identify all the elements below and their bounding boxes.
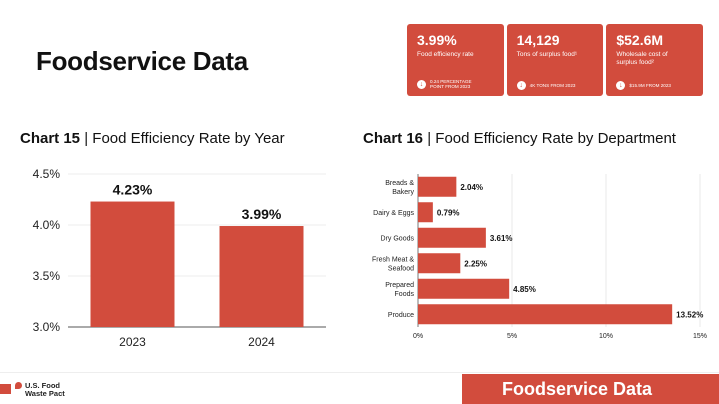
chart16-x-tick-label: 5% [507,333,517,340]
chart16-value-label: 0.79% [437,208,460,217]
chart16-y-tick-label: Fresh Meat & Seafood [372,256,414,272]
chart16-value-label: 2.04% [460,183,483,192]
chart16-y-tick-label-line: Produce [388,312,414,319]
footer-logo-text: U.S. Food Waste Pact [25,382,65,398]
chart16-x-tick-label: 10% [599,333,613,340]
stat-change-text: 4K TONS FROM 2023 [529,82,576,88]
chart15-y-tick-label: 3.0% [33,320,61,334]
chart16-value-label: 13.52% [676,310,703,319]
chart15-value-label: 4.23% [113,182,153,198]
chart16-value-label: 3.61% [490,234,513,243]
chart15-x-tick-label: 2023 [119,335,146,349]
logo-line-2: Waste Pact [25,389,65,398]
footer-banner: Foodservice Data [462,374,719,404]
chart15-x-tick-label: 2024 [248,335,275,349]
stat-card-wholesale-cost: $52.6M Wholesale cost of surplus food² ↓… [606,24,704,96]
chart16-y-tick-label-line: Bakery [392,189,414,196]
chart16-y-tick-label-line: Prepared [385,282,414,289]
chart15-bar [219,226,304,327]
stat-change: ↓ 0.24 PERCENTAGE POINT FROM 2023 [417,79,482,90]
chart15-name: Food Efficiency Rate by Year [92,130,285,147]
chart16-bar [418,227,486,248]
stat-value: 3.99% [417,32,457,48]
chart16-y-tick-label: Dairy & Eggs [373,210,414,217]
chart16-number: Chart 16 [363,130,424,147]
page-title: Foodservice Data [36,46,248,76]
chart16-y-tick-label-line: Dry Goods [381,235,415,242]
chart16-bar [418,176,457,197]
chart16-bar [418,253,461,274]
footer-title: Foodservice Data [502,379,653,399]
chart16-y-tick-label-line: Seafood [388,265,414,272]
stat-label: Wholesale cost of surplus food² [616,51,668,66]
chart15-bar [90,201,175,327]
chart16-y-tick-label: Dry Goods [381,235,415,242]
stat-card-surplus-tons: 14,129 Tons of surplus food¹ ↓ 4K TONS F… [506,24,604,96]
chart16-y-tick-label-line: Foods [395,291,415,298]
chart16-bar [418,202,433,223]
stat-change: ↓ $15.9M FROM 2023 [616,81,681,90]
chart16-y-tick-label: Produce [388,312,414,319]
chart16-y-tick-label-line: Fresh Meat & [372,256,414,263]
stat-value: 14,129 [516,32,560,48]
stat-card-efficiency-rate: 3.99% Food efficiency rate ↓ 0.24 PERCEN… [407,24,504,96]
arrow-down-icon: ↓ [417,79,426,89]
logo-mark [0,384,11,394]
chart16-y-tick-label-line: Breads & [385,180,414,187]
chart16-title: Chart 16 | Food Efficiency Rate by Depar… [363,130,676,147]
stat-cards: 3.99% Food efficiency rate ↓ 0.24 PERCEN… [407,24,704,96]
chart16-y-tick-label: Breads & Bakery [385,180,414,196]
chart15-separator: | [84,130,89,147]
stat-label: Food efficiency rate [417,51,474,58]
chart16-value-label: 2.25% [464,259,487,268]
stat-change-text: $15.9M FROM 2023 [629,82,671,88]
chart16-separator: | [427,130,432,147]
chart15-y-tick-label: 4.0% [33,218,61,232]
chart16-x-tick-label: 0% [413,333,423,340]
chart15-number: Chart 15 [20,130,81,147]
stat-label: Tons of surplus food¹ [516,51,578,58]
chart15-title: Chart 15 | Food Efficiency Rate by Year [20,130,285,147]
chart16-y-tick-label: Prepared Foods [385,282,414,298]
logo-icon [15,382,22,389]
stat-change: ↓ 4K TONS FROM 2023 [516,81,582,90]
chart15-value-label: 3.99% [242,206,282,222]
chart16-bar [418,278,510,299]
stat-value: $52.6M [616,32,664,48]
chart16-bar [418,304,673,325]
arrow-down-icon: ↓ [616,81,626,90]
arrow-down-icon: ↓ [516,81,526,90]
chart16-x-tick-label: 15% [693,333,707,340]
stat-change-text: 0.24 PERCENTAGE POINT FROM 2023 [430,78,472,90]
chart16-y-tick-label-line: Dairy & Eggs [373,210,414,217]
footer-divider [0,372,719,373]
logo-line-1: U.S. Food [25,381,60,390]
chart15-y-tick-label: 4.5% [33,167,61,181]
chart15-y-tick-label: 3.5% [33,269,61,283]
chart16-name: Food Efficiency Rate by Department [435,130,676,147]
chart16-value-label: 4.85% [513,285,536,294]
